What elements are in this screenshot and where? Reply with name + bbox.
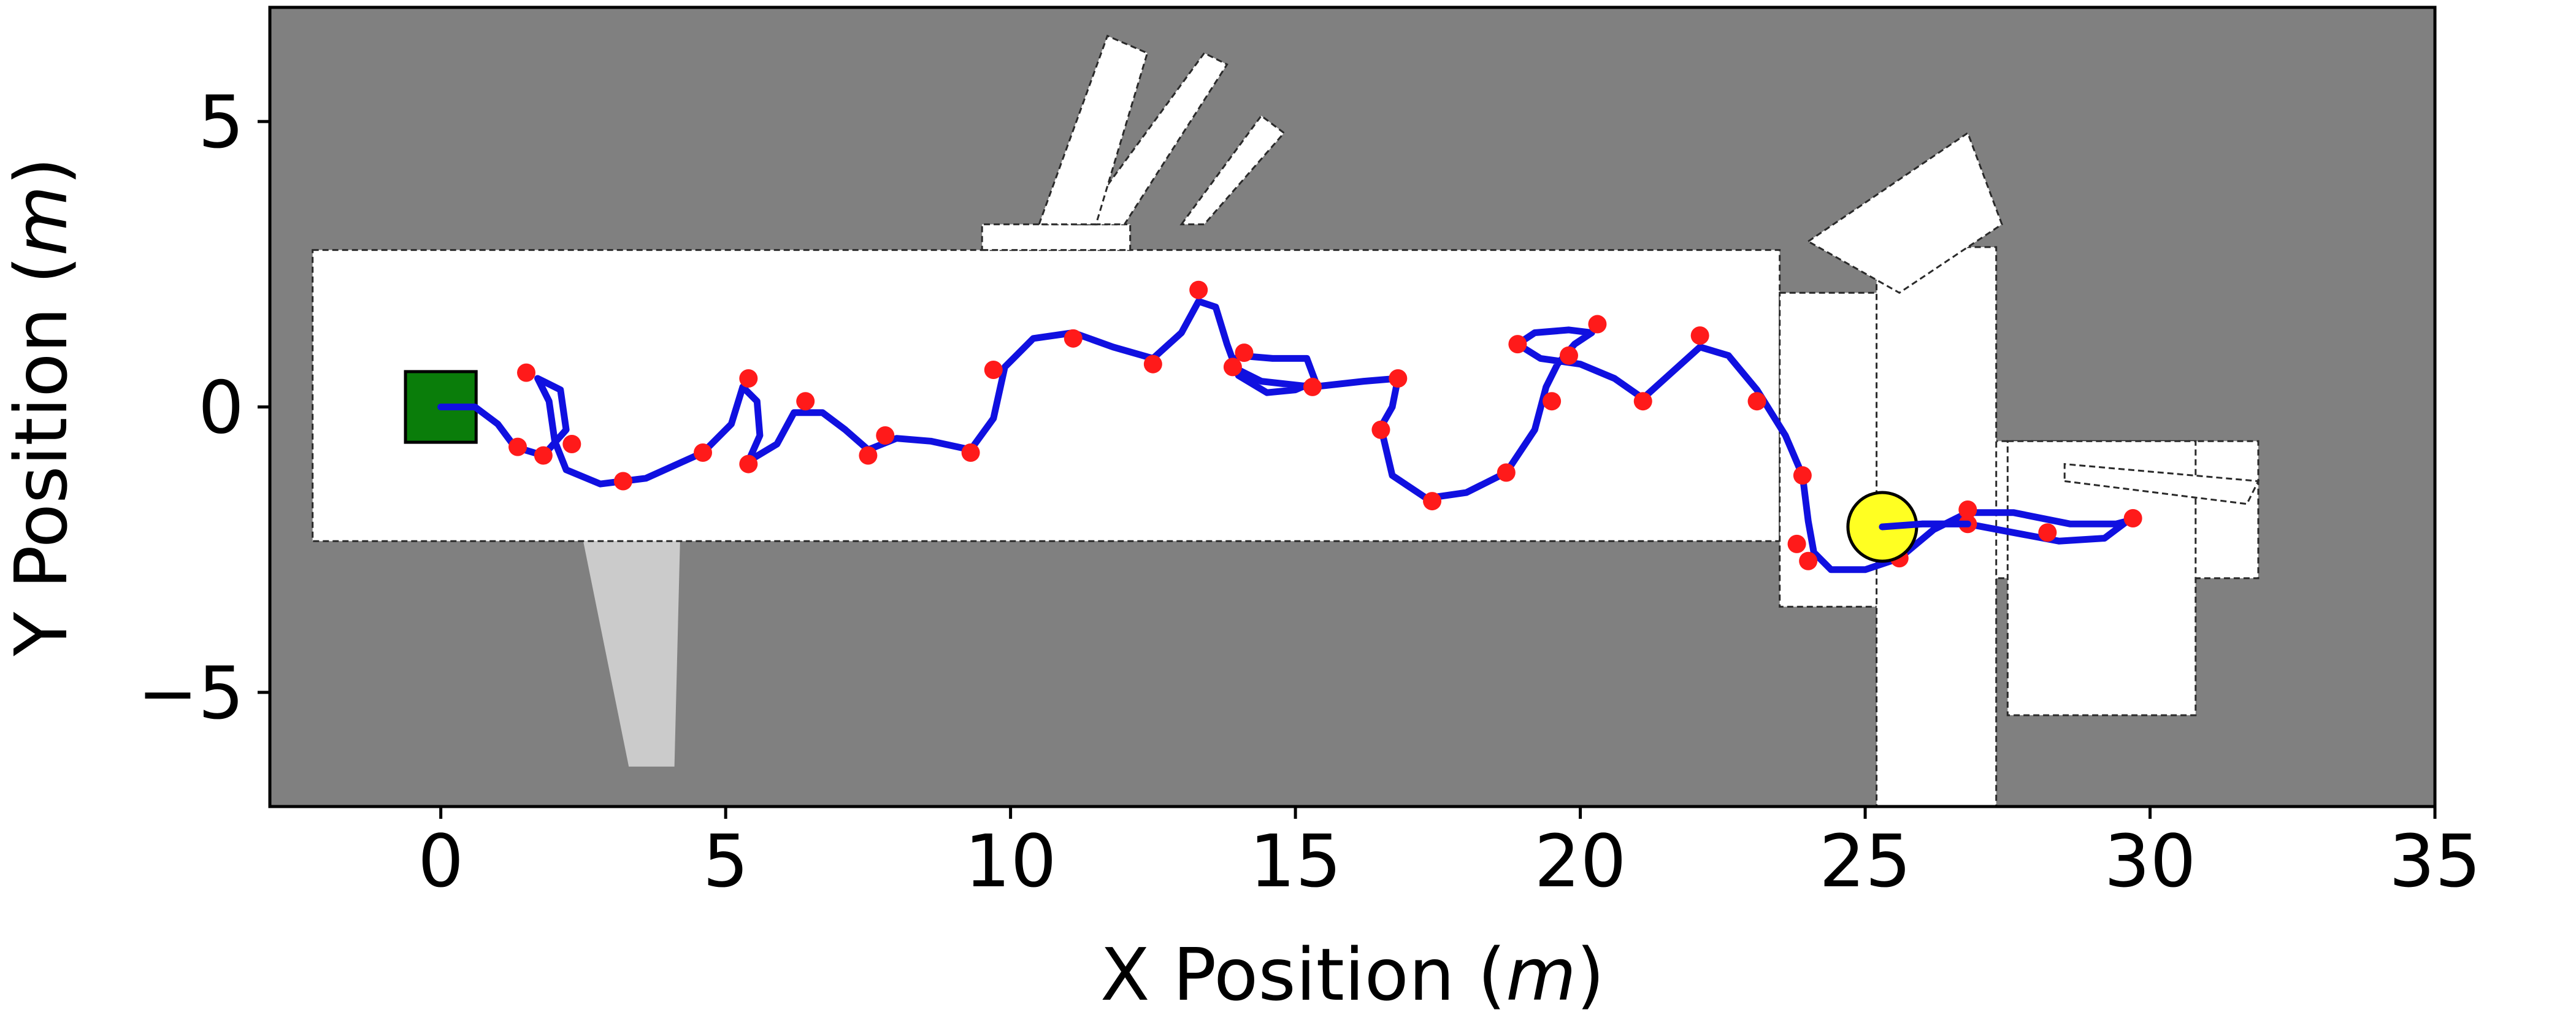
waypoint-marker-28: [1690, 326, 1709, 345]
map-free-region-5: [1806, 131, 2003, 294]
y-tick-label-2: −5: [137, 651, 244, 735]
waypoint-marker-11: [961, 443, 980, 462]
x-axis-label-text: X Position (: [1100, 932, 1506, 1012]
waypoint-marker-15: [1189, 280, 1208, 299]
waypoint-marker-29: [1747, 392, 1766, 411]
waypoint-marker-5: [694, 443, 712, 462]
y-axis-label-text: Y Position (: [0, 256, 83, 657]
waypoint-marker-9: [859, 446, 878, 465]
waypoint-marker-34: [1958, 500, 1977, 519]
waypoint-marker-31: [1787, 534, 1806, 553]
waypoint-marker-4: [613, 472, 632, 491]
waypoint-marker-6: [739, 369, 758, 388]
map-shadow-region-0: [583, 541, 680, 767]
waypoint-marker-19: [1371, 420, 1390, 439]
trajectory-line: [437, 297, 2131, 573]
waypoint-marker-8: [796, 392, 815, 411]
y-axis-label-close: ): [0, 157, 83, 185]
waypoint-marker-10: [876, 426, 895, 445]
x-axis-label-close: ): [1576, 932, 1604, 1012]
waypoint-marker-21: [1423, 492, 1442, 511]
waypoint-marker-2: [534, 446, 553, 465]
x-tick-label-10: 10: [965, 819, 1057, 903]
map-free-region-0: [312, 249, 1781, 542]
waypoint-marker-3: [562, 434, 581, 453]
waypoint-marker-26: [1588, 315, 1607, 334]
waypoint-marker-37: [2123, 508, 2142, 527]
waypoint-marker-20: [1389, 369, 1408, 388]
waypoint-marker-0: [517, 363, 536, 382]
trajectory-layer: [404, 280, 2142, 573]
x-tick-label-15: 15: [1249, 819, 1341, 903]
x-axis-label-unit: m: [1506, 932, 1576, 1012]
y-axis-label: Y Position (m): [0, 157, 83, 657]
map-free-region-6: [981, 223, 1132, 251]
x-tick-label-30: 30: [2104, 819, 2196, 903]
waypoint-marker-16: [1223, 358, 1242, 377]
y-tick-label-1: 0: [198, 366, 244, 450]
waypoint-marker-18: [1303, 377, 1322, 396]
waypoint-marker-32: [1799, 551, 1818, 570]
waypoint-marker-36: [2038, 523, 2057, 542]
waypoint-marker-30: [1793, 466, 1812, 485]
waypoint-marker-7: [739, 454, 758, 473]
y-tick-label-0: 5: [198, 80, 244, 164]
map-free-region-9: [1179, 114, 1286, 226]
map-free-region-10: [2063, 462, 2260, 505]
x-tick-label-25: 25: [1819, 819, 1911, 903]
waypoint-marker-24: [1543, 392, 1562, 411]
waypoint-marker-13: [1064, 329, 1083, 348]
waypoint-marker-17: [1235, 343, 1254, 362]
map-free-region-3: [2006, 440, 2197, 716]
x-tick-label-20: 20: [1535, 819, 1627, 903]
waypoint-marker-25: [1560, 346, 1578, 365]
occupancy-map: [312, 34, 2260, 807]
x-tick-label-35: 35: [2389, 819, 2481, 903]
x-tick-label-0: 0: [418, 819, 464, 903]
waypoint-marker-22: [1497, 463, 1516, 482]
plot-area: [268, 6, 2437, 808]
waypoint-marker-14: [1143, 355, 1162, 374]
y-axis-label-unit: m: [0, 185, 83, 256]
waypoint-marker-1: [508, 437, 527, 456]
x-tick-label-5: 5: [703, 819, 749, 903]
trajectory-end-segment: [1879, 520, 1971, 531]
map-free-region-7: [1077, 52, 1229, 226]
waypoint-marker-27: [1633, 392, 1652, 411]
waypoint-marker-12: [984, 361, 1003, 380]
map-free-region-8: [1037, 34, 1149, 226]
x-axis: 0 5 10 15 20 25 30 35: [418, 807, 2481, 903]
y-axis: 5 0 −5: [137, 80, 270, 735]
x-axis-label: X Position (m): [1100, 932, 1604, 1012]
waypoint-marker-23: [1508, 335, 1527, 354]
